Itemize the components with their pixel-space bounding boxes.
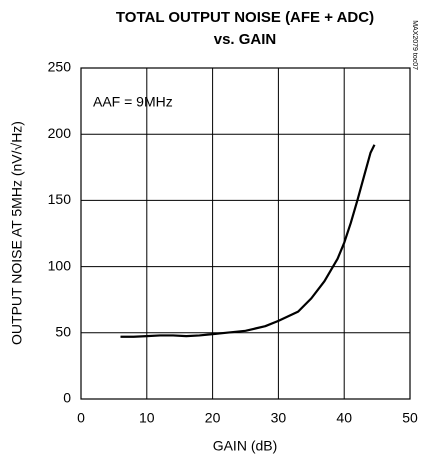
- y-tick-label: 0: [63, 390, 71, 406]
- x-tick-label: 10: [139, 410, 155, 426]
- y-axis-label: OUTPUT NOISE AT 5MHz (nV/√Hz): [9, 121, 25, 345]
- y-tick-label: 50: [55, 324, 71, 340]
- y-tick-label: 150: [48, 191, 72, 207]
- y-tick-label: 250: [48, 59, 72, 75]
- plot-frame: [80, 67, 411, 400]
- side-note: MAX2079 toc07: [411, 20, 418, 70]
- x-tick-label: 0: [77, 410, 85, 426]
- y-tick-label: 100: [48, 257, 72, 273]
- chart-title: TOTAL OUTPUT NOISE (AFE + ADC): [116, 9, 374, 26]
- data-line: [120, 144, 376, 338]
- x-axis-label: GAIN (dB): [213, 438, 278, 454]
- x-tick-label: 20: [205, 410, 221, 426]
- annotation: AAF = 9MHz: [93, 94, 173, 110]
- x-tick-label: 30: [271, 410, 287, 426]
- chart-title: vs. GAIN: [214, 31, 277, 48]
- x-tick-label: 40: [336, 410, 352, 426]
- y-tick-label: 200: [48, 125, 72, 141]
- x-tick-label: 50: [402, 410, 418, 426]
